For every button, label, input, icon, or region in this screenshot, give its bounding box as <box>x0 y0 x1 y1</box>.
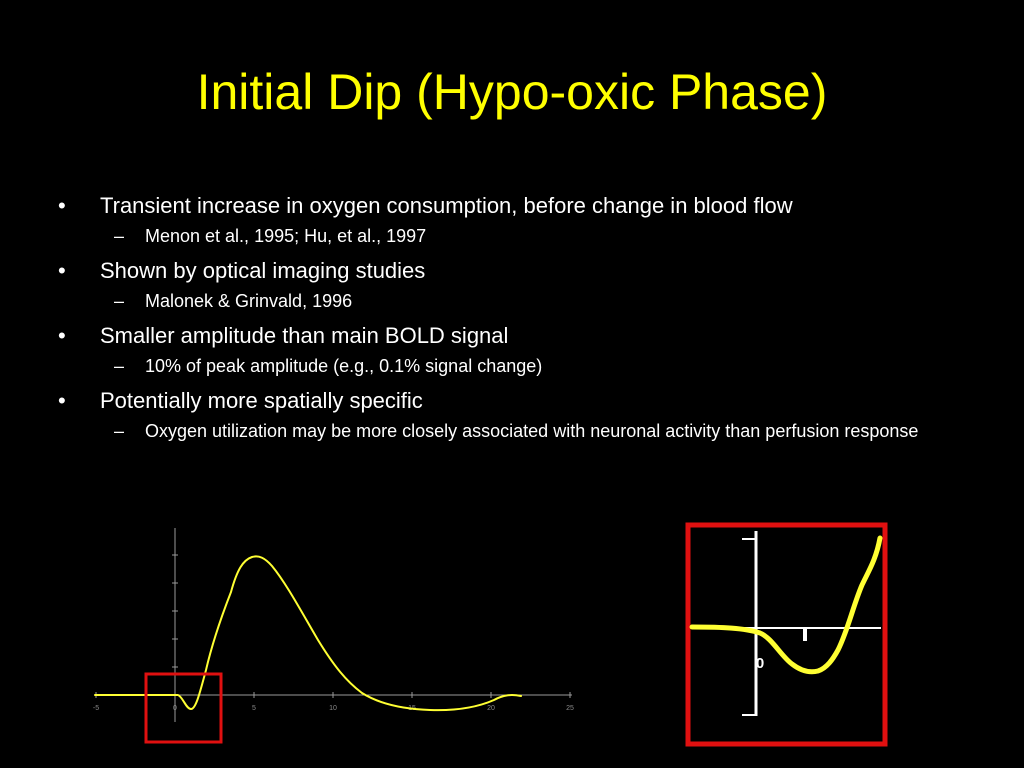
bullet-marker: • <box>58 323 66 348</box>
x-tick-label: -5 <box>93 705 99 712</box>
sub-bullet-text: 10% of peak amplitude (e.g., 0.1% signal… <box>145 356 543 376</box>
dip-highlight-box <box>144 672 223 744</box>
x-tick-label: 25 <box>566 705 574 712</box>
x-tick-label: 0 <box>173 705 177 712</box>
bullet-text: Shown by optical imaging studies <box>100 258 426 283</box>
sub-bullet-marker: – <box>114 226 125 246</box>
bullet-item: • Shown by optical imaging studies <box>58 255 978 287</box>
sub-bullet-item: – Menon et al., 1995; Hu, et al., 1997 <box>58 223 978 249</box>
x-tick-label: 5 <box>252 705 256 712</box>
zoom-inset: 0 <box>685 522 888 747</box>
x-axis-ticks <box>95 692 571 698</box>
sub-bullet-text: Menon et al., 1995; Hu, et al., 1997 <box>145 226 427 246</box>
bullet-marker: • <box>58 388 66 413</box>
bullet-item: • Smaller amplitude than main BOLD signa… <box>58 320 978 352</box>
sub-bullet-marker: – <box>114 356 125 376</box>
sub-bullet-item: – Malonek & Grinvald, 1996 <box>58 288 978 314</box>
inset-origin-label: 0 <box>756 655 764 672</box>
bullet-list: • Transient increase in oxygen consumpti… <box>58 184 978 444</box>
sub-bullet-item: – 10% of peak amplitude (e.g., 0.1% sign… <box>58 353 978 379</box>
x-tick-label: 10 <box>329 705 337 712</box>
sub-bullet-text: Oxygen utilization may be more closely a… <box>145 421 919 441</box>
bullet-text: Transient increase in oxygen consumption… <box>100 193 793 218</box>
sub-bullet-marker: – <box>114 421 125 441</box>
bullet-text: Smaller amplitude than main BOLD signal <box>100 323 509 348</box>
bullet-item: • Transient increase in oxygen consumpti… <box>58 190 978 222</box>
inset-dip-curve <box>689 535 883 675</box>
sub-bullet-marker: – <box>114 291 125 311</box>
sub-bullet-text: Malonek & Grinvald, 1996 <box>145 291 353 311</box>
sub-bullet-item: – Oxygen utilization may be more closely… <box>58 418 978 444</box>
x-tick-label: 20 <box>487 705 495 712</box>
bullet-item: • Potentially more spatially specific <box>58 385 978 417</box>
slide-title: Initial Dip (Hypo-oxic Phase) <box>196 64 828 120</box>
bullet-text: Potentially more spatially specific <box>100 388 423 413</box>
inset-frame <box>685 522 888 747</box>
bullet-marker: • <box>58 258 66 283</box>
main-plot: -5 0 5 10 15 20 25 <box>93 528 574 744</box>
y-axis-ticks <box>172 554 178 668</box>
bullet-marker: • <box>58 193 66 218</box>
hrf-curve <box>94 555 522 712</box>
